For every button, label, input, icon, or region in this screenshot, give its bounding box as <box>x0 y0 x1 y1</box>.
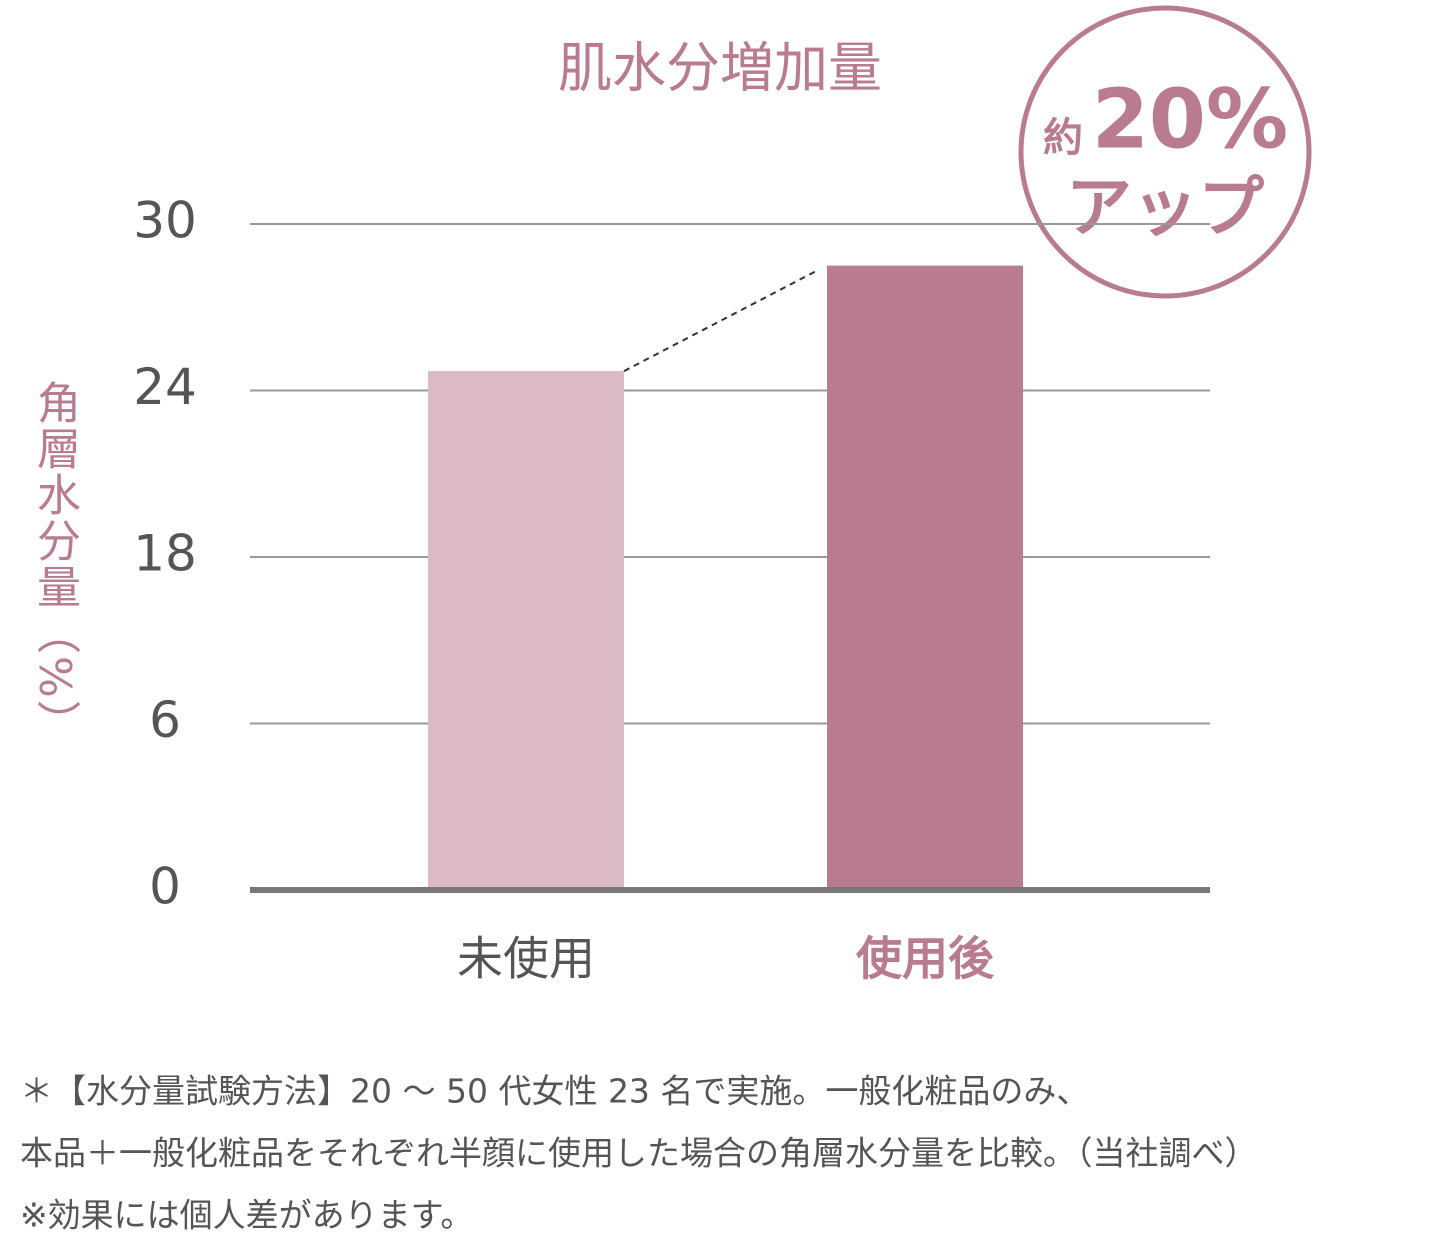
note: ＊【水分量試験方法】20 ～ 50 代女性 23 名で実施。一般化粧品のみ、 <box>20 1072 1089 1111</box>
bar <box>827 265 1023 890</box>
y-tick-label: 0 <box>149 858 181 916</box>
note: 本品＋一般化粧品をそれぞれ半顔に使用した場合の角層水分量を比較。（当社調べ） <box>20 1134 1258 1173</box>
x-tick-label: 使用後 <box>856 932 995 986</box>
y-tick-label: 30 <box>133 192 197 250</box>
note: ※効果には個人差があります。 <box>20 1196 473 1235</box>
badge-text: アップ <box>1066 169 1264 246</box>
y-tick-label: 24 <box>133 358 197 416</box>
x-tick-label: 未使用 <box>457 932 595 986</box>
badge-value: 20% <box>1092 72 1288 167</box>
bar <box>428 371 624 890</box>
connector <box>623 269 818 372</box>
y-tick-label: 6 <box>149 691 181 749</box>
badge-prefix: 約 <box>1043 115 1083 161</box>
y-tick-label: 18 <box>133 525 197 583</box>
chart-title: 肌水分増加量 <box>558 37 882 100</box>
y-axis-label: 角層水分量（%） <box>29 380 80 746</box>
